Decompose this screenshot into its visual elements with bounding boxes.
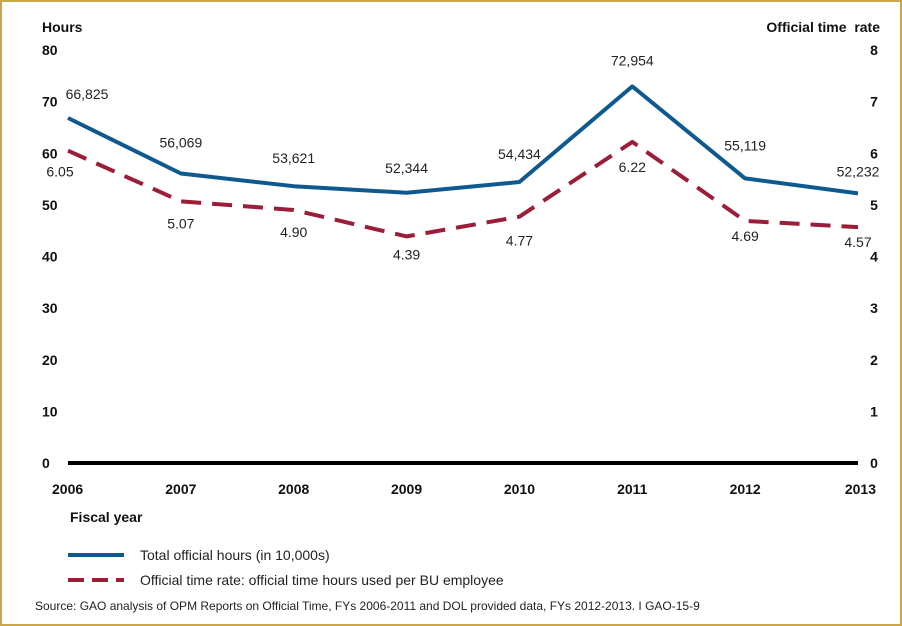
data-label-rate: 4.77 — [506, 233, 533, 249]
left-axis-title: Hours — [42, 19, 83, 35]
data-label-rate: 4.69 — [732, 228, 759, 244]
data-label-hours: 52,344 — [385, 160, 428, 176]
right-tick-label: 0 — [870, 455, 878, 471]
data-label-hours: 53,621 — [272, 150, 315, 166]
legend-swatch-rate — [68, 577, 124, 582]
x-tick-label: 2013 — [845, 481, 876, 497]
x-tick-label: 2008 — [278, 481, 309, 497]
right-axis-title: Official time rate — [766, 19, 880, 35]
data-label-rate: 4.57 — [844, 234, 871, 250]
data-label-hours: 56,069 — [159, 135, 202, 151]
legend-label-rate: Official time rate: official time hours … — [140, 571, 504, 588]
data-label-rate: 4.90 — [280, 224, 307, 240]
data-label-hours: 55,119 — [724, 137, 766, 153]
right-tick-label: 3 — [870, 300, 878, 316]
data-label-rate: 5.07 — [167, 215, 194, 231]
x-tick-label: 2011 — [617, 481, 648, 497]
right-tick-label: 8 — [870, 42, 878, 58]
series-line-total-hours — [67, 84, 859, 196]
legend-item-rate: Official time rate: official time hours … — [68, 567, 504, 592]
left-tick-label: 20 — [42, 352, 58, 368]
legend-item-hours: Total official hours (in 10,000s) — [68, 542, 504, 567]
right-tick-label: 4 — [870, 249, 878, 265]
source-note: Source: GAO analysis of OPM Reports on O… — [35, 599, 700, 613]
left-tick-label: 0 — [42, 455, 50, 471]
left-tick-label: 60 — [42, 145, 58, 161]
data-label-hours: 66,825 — [66, 86, 109, 102]
data-label-rate: 6.22 — [619, 159, 646, 175]
left-tick-label: 50 — [42, 197, 58, 213]
x-axis-title: Fiscal year — [70, 509, 143, 525]
left-tick-label: 70 — [42, 94, 58, 110]
left-tick-label: 30 — [42, 300, 58, 316]
right-tick-label: 6 — [870, 145, 878, 161]
right-tick-label: 5 — [870, 197, 878, 213]
legend-swatch-hours — [68, 552, 124, 557]
right-tick-label: 2 — [870, 352, 878, 368]
data-label-hours: 52,232 — [837, 163, 880, 179]
x-tick-label: 2009 — [391, 481, 422, 497]
x-tick-label: 2006 — [52, 481, 83, 497]
data-label-hours: 54,434 — [498, 146, 541, 162]
left-tick-label: 80 — [42, 42, 58, 58]
x-tick-label: 2007 — [165, 481, 196, 497]
data-label-hours: 72,954 — [611, 52, 654, 68]
data-label-rate: 6.05 — [46, 164, 73, 180]
x-tick-label: 2012 — [730, 481, 761, 497]
right-tick-label: 7 — [870, 94, 878, 110]
legend: Total official hours (in 10,000s) Offici… — [68, 542, 504, 592]
x-tick-label: 2010 — [504, 481, 535, 497]
right-tick-label: 1 — [870, 403, 878, 419]
legend-label-hours: Total official hours (in 10,000s) — [140, 546, 330, 563]
left-tick-label: 40 — [42, 249, 58, 265]
left-tick-label: 10 — [42, 403, 58, 419]
series-line-official-time-rate — [67, 139, 859, 239]
data-label-rate: 4.39 — [393, 246, 420, 262]
